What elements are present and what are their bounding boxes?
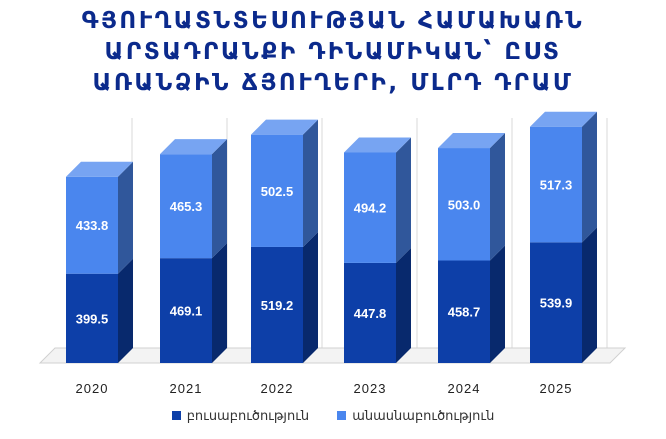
x-tick-2021: 2021 bbox=[170, 381, 203, 396]
legend-label-crop: բուսաբուծություն bbox=[186, 409, 310, 424]
bar-side-2020-s1 bbox=[118, 258, 133, 363]
x-tick-2025: 2025 bbox=[540, 381, 573, 396]
bar-side-2022-s2 bbox=[303, 119, 318, 247]
x-tick-2023: 2023 bbox=[354, 381, 387, 396]
legend-label-livestock: անասնաբուծություն bbox=[352, 409, 495, 424]
bar-top-2023 bbox=[344, 137, 411, 153]
data-label-2020-s1: 399.5 bbox=[76, 311, 109, 326]
bar-side-2021-s1 bbox=[212, 243, 227, 363]
data-label-2023-s1: 447.8 bbox=[354, 306, 387, 321]
bar-side-2025-s2 bbox=[582, 111, 597, 243]
data-label-2022-s2: 502.5 bbox=[261, 184, 294, 199]
legend-item-crop: բուսաբուծություն bbox=[171, 409, 310, 424]
data-label-2025-s2: 517.3 bbox=[540, 178, 573, 193]
bar-top-2020 bbox=[66, 161, 133, 177]
bar-side-2025-s1 bbox=[582, 227, 597, 363]
bar-top-2022 bbox=[251, 119, 318, 135]
bar-top-2025 bbox=[530, 111, 597, 127]
bar-2025-s1 bbox=[530, 242, 582, 363]
bar-side-2023-s1 bbox=[396, 247, 411, 363]
data-label-2023-s2: 494.2 bbox=[354, 201, 387, 216]
bar-2023-s1 bbox=[344, 262, 396, 363]
data-label-2024-s2: 503.0 bbox=[448, 197, 481, 212]
legend-swatch-livestock bbox=[337, 411, 347, 420]
bar-side-2023-s2 bbox=[396, 137, 411, 263]
bar-2021-s1 bbox=[160, 258, 212, 363]
chart-legend: բուսաբուծություն անասնաբուծություն bbox=[0, 409, 666, 424]
bar-2022-s1 bbox=[251, 246, 303, 363]
bar-side-2024-s2 bbox=[490, 133, 505, 261]
bar-2025-s2 bbox=[530, 126, 582, 243]
data-label-2022-s1: 519.2 bbox=[261, 298, 294, 313]
title-line-2: ԱՐՏԱԴՐԱՆՔԻ ԴԻՆԱՄԻԿԱՆ՝ ԸՍՏ bbox=[104, 39, 562, 65]
legend-swatch-crop bbox=[171, 411, 181, 420]
title-line-3: ԱՌԱՆՁԻՆ ՃՅՈՒՂԵՐԻ, ՄԼՐԴ ԴՐԱՄ bbox=[92, 70, 574, 96]
bar-top-2021 bbox=[160, 139, 227, 155]
data-label-2021-s1: 469.1 bbox=[170, 304, 203, 319]
data-label-2021-s2: 465.3 bbox=[170, 199, 203, 214]
bar-2021-s2 bbox=[160, 154, 212, 259]
bar-top-2024 bbox=[438, 133, 505, 149]
bar-side-2020-s2 bbox=[118, 161, 133, 274]
bar-side-2022-s1 bbox=[303, 231, 318, 363]
legend-item-livestock: անասնաբուծություն bbox=[337, 409, 494, 424]
bar-2020-s2 bbox=[66, 176, 118, 274]
data-label-2024-s1: 458.7 bbox=[448, 305, 481, 320]
bar-2020-s1 bbox=[66, 273, 118, 363]
bar-2024-s2 bbox=[438, 148, 490, 261]
data-label-2020-s2: 433.8 bbox=[76, 218, 109, 233]
x-tick-2022: 2022 bbox=[261, 381, 294, 396]
title-line-1: ԳՅՈՒՂԱՏՆՏԵՍՈՒԹՅԱՆ ՀԱՄԱԽԱՌՆ bbox=[81, 8, 585, 34]
chart-title: ԳՅՈՒՂԱՏՆՏԵՍՈՒԹՅԱՆ ՀԱՄԱԽԱՌՆ ԱՐՏԱԴՐԱՆՔԻ ԴԻ… bbox=[0, 6, 666, 99]
data-label-2025-s1: 539.9 bbox=[540, 296, 573, 311]
x-tick-2020: 2020 bbox=[76, 381, 109, 396]
x-tick-2024: 2024 bbox=[448, 381, 481, 396]
bar-2022-s2 bbox=[251, 134, 303, 247]
bar-2023-s2 bbox=[344, 152, 396, 263]
bar-side-2024-s1 bbox=[490, 245, 505, 363]
bar-side-2021-s2 bbox=[212, 139, 227, 259]
bar-2024-s1 bbox=[438, 260, 490, 363]
